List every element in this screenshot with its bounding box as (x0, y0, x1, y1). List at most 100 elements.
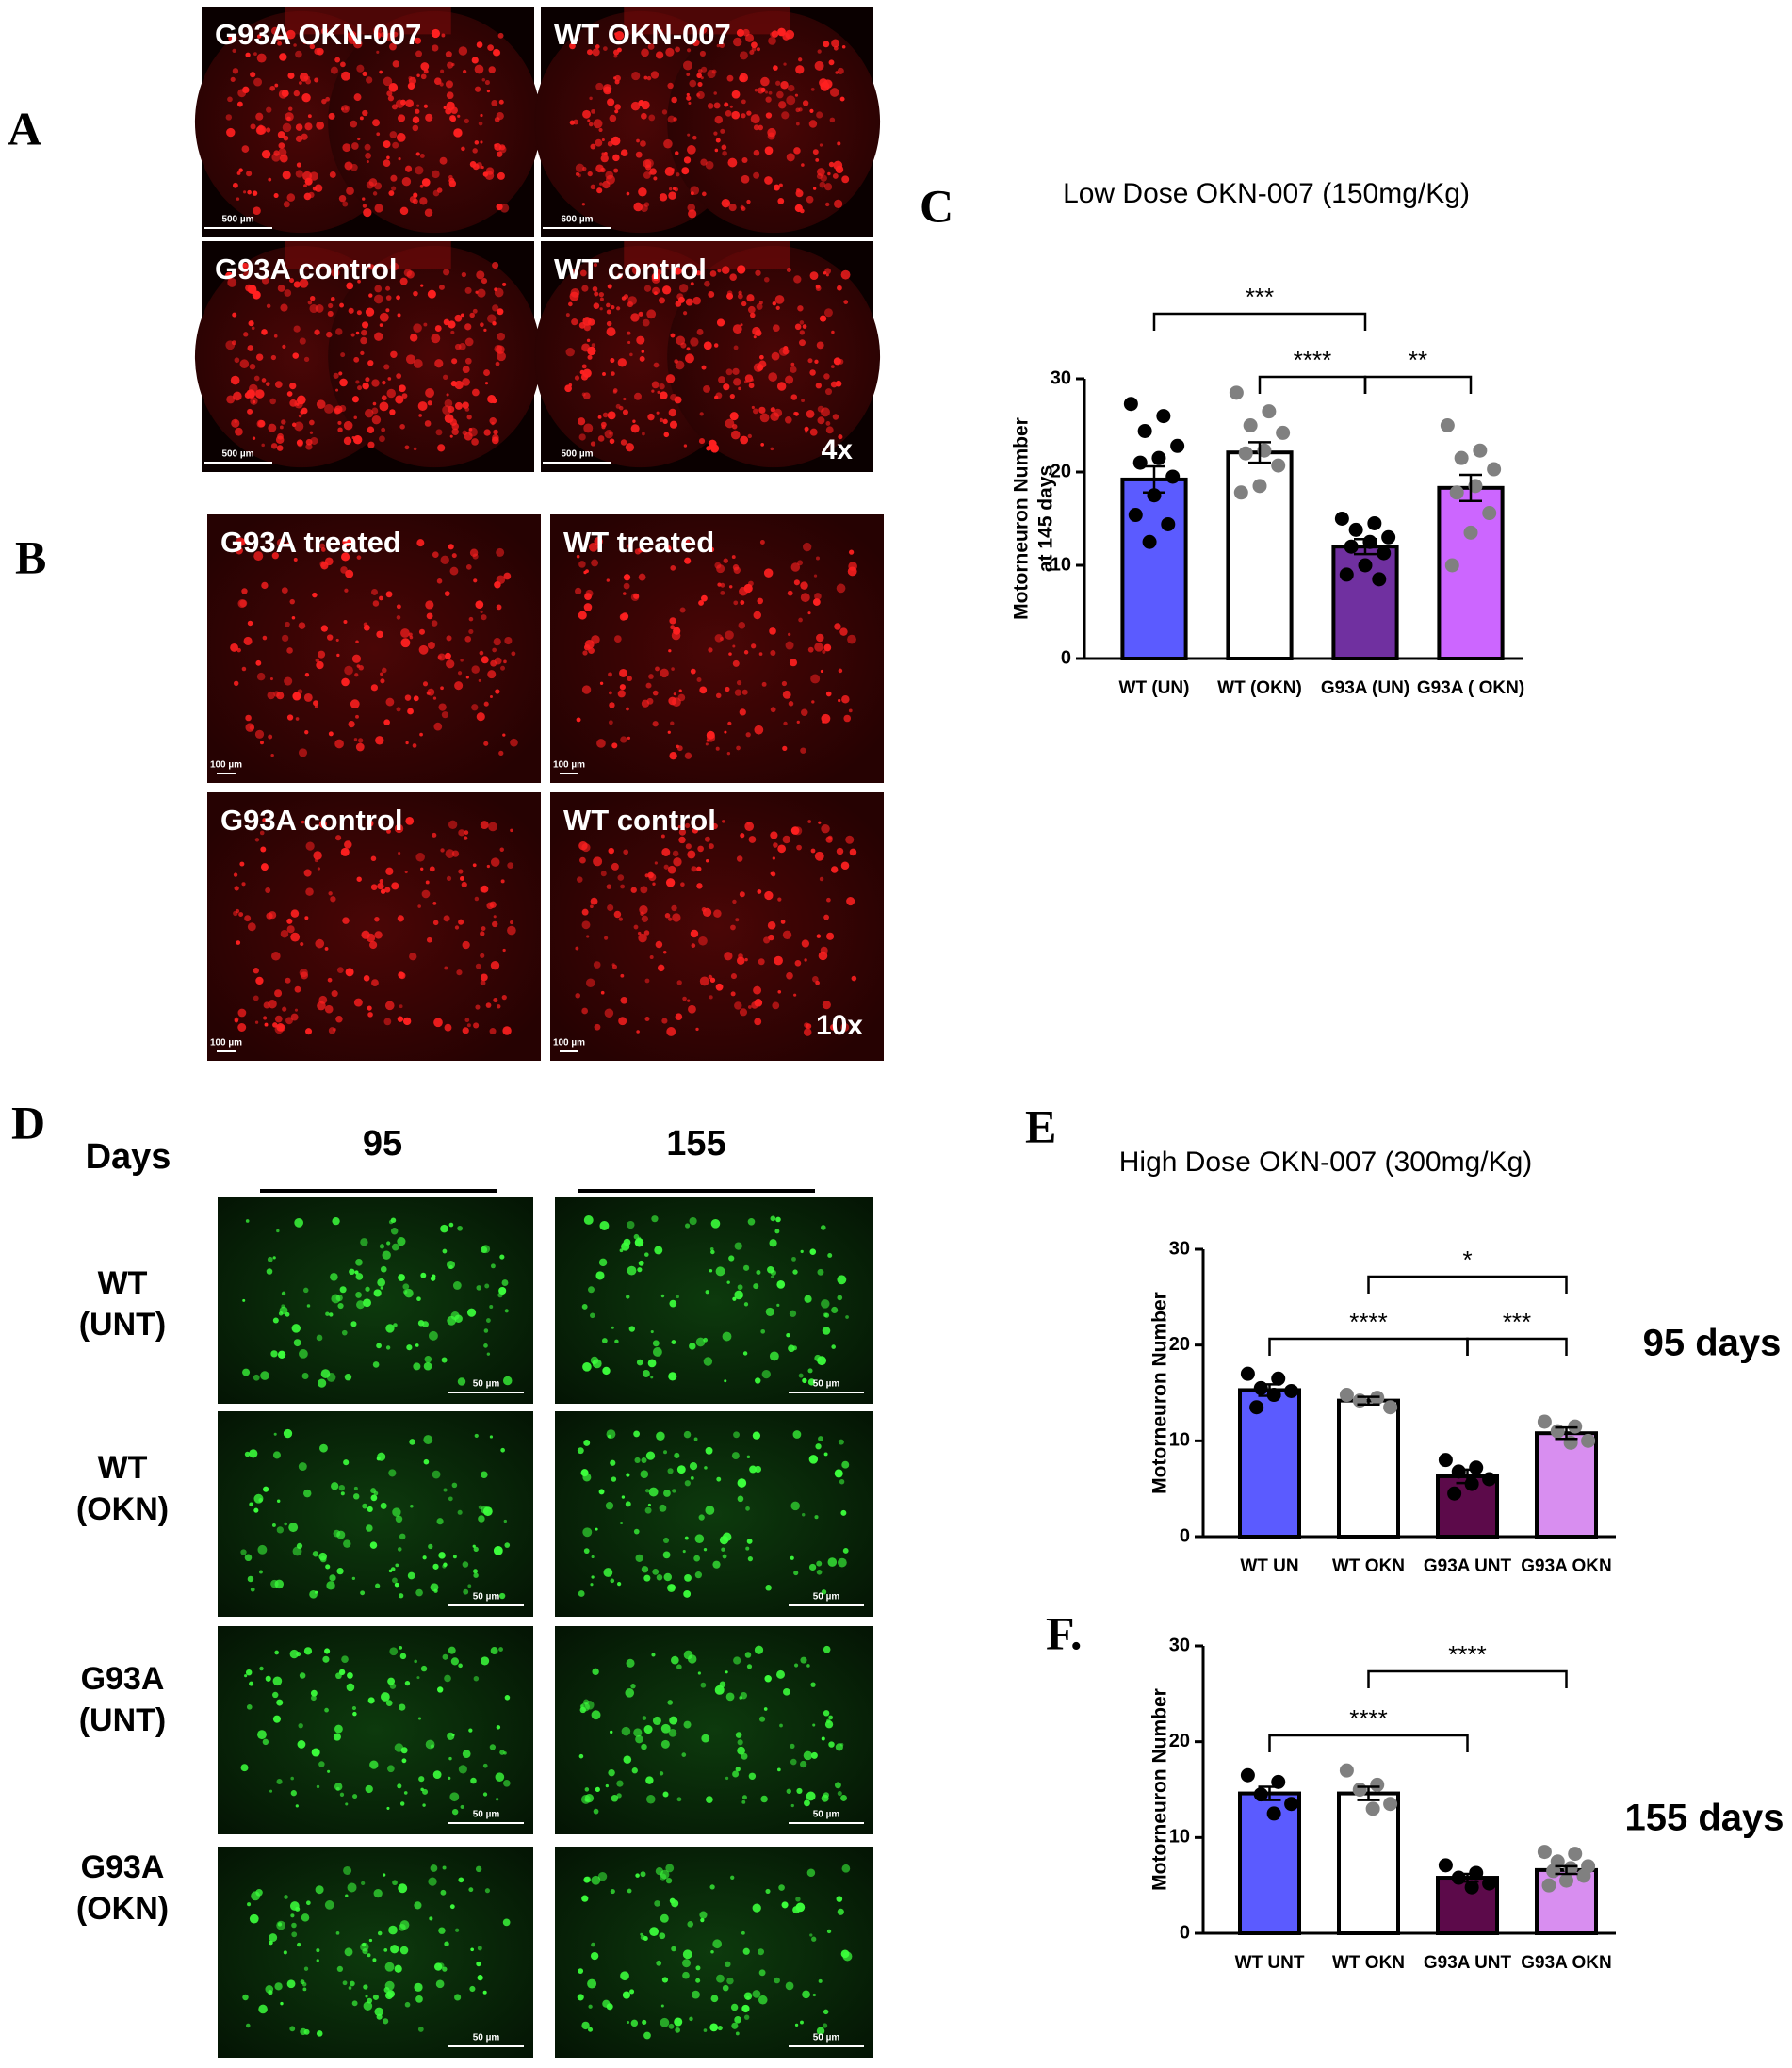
cell (431, 620, 438, 627)
cell (605, 1502, 614, 1510)
cell (785, 641, 794, 650)
y-tick-label: 10 (1169, 1430, 1190, 1451)
cell (248, 320, 254, 327)
cell (812, 1993, 816, 1997)
cell (306, 1304, 311, 1308)
cell (297, 1942, 301, 1947)
cell (371, 379, 380, 387)
cell (252, 190, 258, 196)
cell (362, 1503, 367, 1509)
cell (338, 371, 343, 376)
cell (266, 382, 270, 386)
row-label: WT (98, 1265, 148, 1301)
cell (387, 95, 395, 102)
cell (360, 1590, 366, 1596)
cell (431, 28, 441, 39)
cell (392, 1507, 401, 1517)
data-point (1142, 534, 1157, 549)
cell (593, 302, 600, 309)
cell (293, 325, 301, 333)
cell (782, 930, 792, 940)
cell (266, 106, 272, 113)
cell (606, 174, 615, 185)
cell (616, 47, 622, 53)
cell (569, 42, 576, 50)
cell (503, 572, 512, 580)
cell (443, 1488, 448, 1492)
cell (465, 676, 469, 679)
cell (274, 1982, 283, 1991)
cell (256, 34, 262, 39)
cell (363, 1298, 371, 1308)
cell (620, 973, 625, 978)
cell (661, 109, 668, 115)
cell (425, 600, 434, 610)
cell (662, 1537, 670, 1544)
cell (355, 742, 365, 752)
cell (272, 1691, 279, 1699)
cell (486, 864, 491, 869)
cell (813, 574, 818, 578)
cell (349, 1268, 355, 1276)
cell (615, 403, 621, 409)
cell (335, 388, 339, 392)
cell (623, 1755, 632, 1764)
cell (350, 163, 358, 171)
cell (590, 1312, 595, 1319)
cell (606, 578, 610, 582)
cell (396, 615, 401, 620)
cell (385, 1324, 395, 1333)
cell (242, 270, 252, 279)
cell (644, 1489, 650, 1493)
cell (305, 443, 313, 450)
cell (669, 1716, 678, 1725)
cell (753, 149, 760, 156)
cell (386, 828, 391, 834)
cell (682, 1959, 691, 1968)
cell (225, 114, 233, 121)
cell (609, 702, 615, 708)
cell (823, 41, 830, 48)
cell (318, 1378, 327, 1388)
data-point (1541, 1878, 1556, 1893)
cell (457, 1225, 463, 1231)
cell (377, 1278, 386, 1287)
cell (445, 652, 451, 659)
cell (232, 68, 239, 74)
cell (709, 995, 713, 1000)
cell (409, 195, 417, 204)
cell (843, 300, 849, 304)
cell (644, 1252, 649, 1257)
cell (273, 192, 279, 199)
cell (838, 1557, 847, 1568)
cell (726, 1977, 734, 1985)
cell (454, 1314, 463, 1323)
cell (599, 182, 603, 186)
cell (630, 313, 640, 322)
cell (382, 380, 386, 385)
cell (268, 999, 277, 1009)
cell (253, 968, 259, 974)
cell (695, 1978, 701, 1983)
cell (274, 989, 283, 998)
data-point (1438, 1453, 1453, 1468)
cell (795, 107, 801, 113)
cell (790, 366, 797, 373)
cell (747, 433, 752, 439)
cell (283, 201, 290, 208)
cell (258, 1570, 263, 1574)
cell (607, 411, 616, 420)
cell (468, 1728, 473, 1733)
cell (597, 435, 605, 442)
cell (498, 750, 504, 757)
cell (610, 358, 615, 364)
data-point (1334, 512, 1349, 526)
cell (500, 879, 505, 884)
cell (247, 620, 253, 627)
cell (776, 1279, 786, 1289)
cell (383, 1018, 392, 1026)
cell (394, 1582, 399, 1588)
cell (662, 418, 668, 425)
cell (809, 428, 818, 436)
cell (351, 2000, 358, 2007)
